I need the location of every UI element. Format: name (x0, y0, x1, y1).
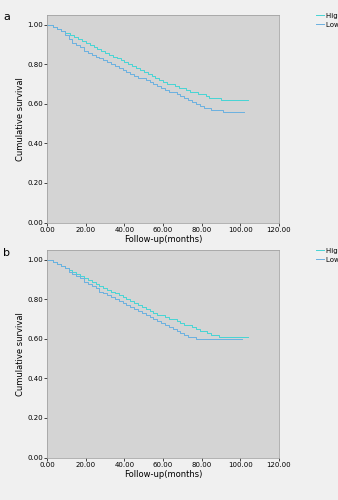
Low-flux group (233, 109, 237, 115)
High-flux group (217, 334, 221, 340)
High-flux group (165, 79, 169, 85)
Low-flux group (182, 332, 186, 338)
X-axis label: Follow-up(months): Follow-up(months) (124, 236, 202, 244)
Low-flux group (45, 22, 49, 28)
High-flux group (234, 97, 238, 103)
Low-flux group (240, 336, 244, 342)
Line: Low-flux group: Low-flux group (47, 25, 244, 112)
Low-flux group (225, 109, 229, 115)
High-flux group (219, 97, 223, 103)
High-flux group (194, 324, 198, 330)
Low-flux group (228, 109, 233, 115)
Y-axis label: Cumulative survival: Cumulative survival (16, 312, 25, 396)
High-flux group (51, 257, 55, 263)
High-flux group (231, 97, 235, 103)
High-flux group (246, 334, 250, 340)
High-flux group (227, 97, 231, 103)
X-axis label: Follow-up(months): Follow-up(months) (124, 470, 202, 480)
Line: High-flux group: High-flux group (47, 25, 248, 100)
Text: a: a (3, 12, 10, 22)
Line: Low-flux group: Low-flux group (47, 260, 242, 339)
Legend: High-flux group, Low-flux group: High-flux group, Low-flux group (316, 13, 338, 28)
Text: b: b (3, 248, 10, 258)
High-flux group (136, 300, 140, 306)
High-flux group (231, 97, 235, 103)
Low-flux group (228, 109, 233, 115)
Low-flux group (242, 109, 246, 115)
High-flux group (45, 22, 49, 28)
Low-flux group (163, 322, 167, 328)
High-flux group (194, 326, 198, 332)
Low-flux group (101, 58, 105, 64)
Low-flux group (194, 336, 198, 342)
Line: High-flux group: High-flux group (47, 260, 248, 337)
High-flux group (246, 334, 250, 340)
Low-flux group (194, 334, 198, 340)
Low-flux group (97, 284, 101, 290)
High-flux group (74, 270, 78, 276)
High-flux group (246, 97, 250, 103)
High-flux group (45, 257, 49, 263)
Low-flux group (163, 85, 167, 91)
Low-flux group (63, 263, 67, 269)
Low-flux group (221, 109, 225, 115)
Low-flux group (136, 308, 140, 314)
Y-axis label: Cumulative survival: Cumulative survival (16, 77, 25, 160)
Low-flux group (45, 257, 49, 263)
High-flux group (103, 50, 107, 56)
Legend: High-flux group, Low-flux group: High-flux group, Low-flux group (316, 248, 338, 262)
